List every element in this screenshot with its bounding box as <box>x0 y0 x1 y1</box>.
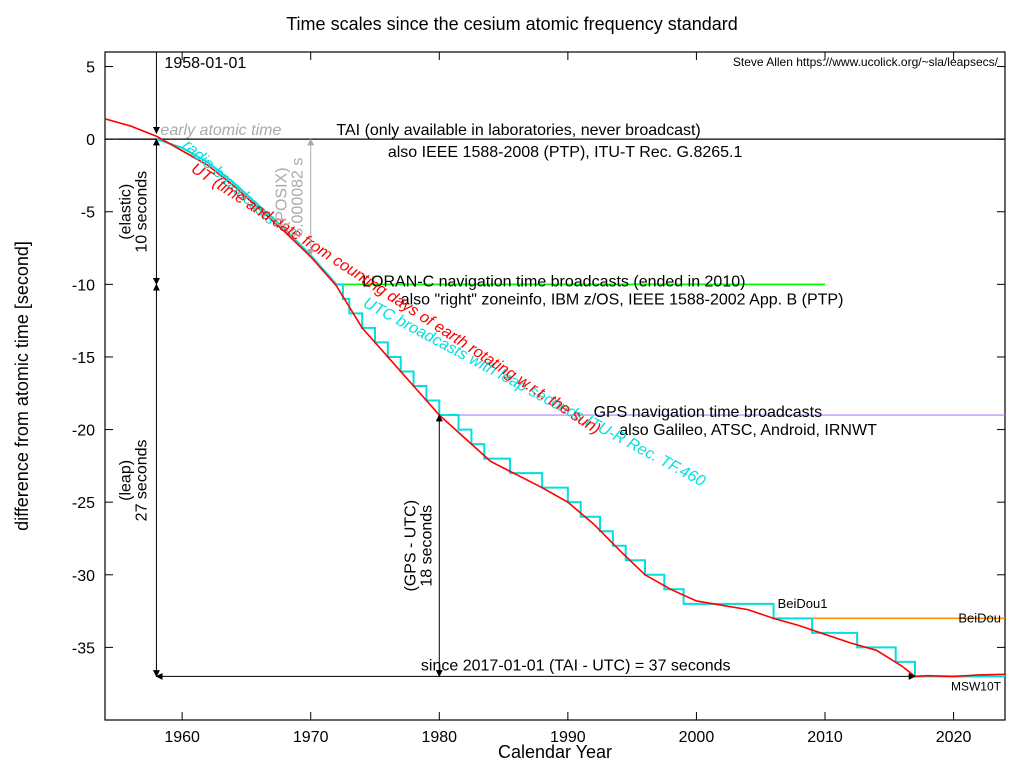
eighteen-sec-label-2: (GPS - UTC) <box>402 500 419 592</box>
early-atomic-label: early atomic time <box>160 122 281 139</box>
x-tick-label: 2010 <box>807 729 843 746</box>
label-1958: 1958-01-01 <box>164 55 246 72</box>
y-tick-label: -35 <box>72 640 95 657</box>
y-tick-label: -30 <box>72 568 95 585</box>
chart-credit: Steve Allen https://www.ucolick.org/~sla… <box>733 55 999 69</box>
x-tick-label: 1970 <box>293 729 329 746</box>
y-tick-label: -10 <box>72 277 95 294</box>
y-tick-label: 0 <box>86 132 95 149</box>
beidou1-label: BeiDou1 <box>778 596 828 611</box>
posix-label-2: (POSIX) <box>274 167 291 227</box>
gps-label-1: GPS navigation time broadcasts <box>594 404 823 421</box>
twentyseven-sec-label-1: 27 seconds <box>133 439 150 521</box>
y-tick-label: -15 <box>72 350 95 367</box>
gps-label-2: also Galileo, ATSC, Android, IRNWT <box>619 422 877 439</box>
ten-sec-label-1: 10 seconds <box>133 171 150 253</box>
x-tick-label: 1960 <box>164 729 200 746</box>
since-2017-label: since 2017-01-01 (TAI - UTC) = 37 second… <box>421 657 731 674</box>
y-tick-label: 5 <box>86 60 95 77</box>
twentyseven-sec-label-2: (leap) <box>117 460 134 501</box>
chart-title: Time scales since the cesium atomic freq… <box>286 14 738 34</box>
loranc-label-1: LORAN-C navigation time broadcasts (ende… <box>362 273 745 290</box>
x-tick-label: 2000 <box>679 729 715 746</box>
tai-label-1: TAI (only available in laboratories, nev… <box>336 122 700 139</box>
y-tick-label: -20 <box>72 423 95 440</box>
posix-label-1: 8.000082 s <box>290 158 307 237</box>
timescale-chart: 1960197019801990200020102020 -35-30-25-2… <box>0 0 1024 768</box>
y-tick-label: -25 <box>72 495 95 512</box>
x-tick-label: 2020 <box>936 729 972 746</box>
loranc-label-2: also "right" zoneinfo, IBM z/OS, IEEE 15… <box>401 291 844 308</box>
tai-label-2: also IEEE 1588-2008 (PTP), ITU-T Rec. G.… <box>388 144 743 161</box>
y-axis-label: difference from atomic time [second] <box>12 241 32 531</box>
beidou-label: BeiDou <box>958 610 1001 625</box>
eighteen-sec-label-1: 18 seconds <box>418 505 435 587</box>
ten-sec-label-2: (elastic) <box>117 184 134 240</box>
x-tick-label: 1980 <box>421 729 457 746</box>
y-tick-label: -5 <box>81 205 95 222</box>
msw10t-label: MSW10T <box>951 679 1002 693</box>
x-axis-label: Calendar Year <box>498 742 612 762</box>
